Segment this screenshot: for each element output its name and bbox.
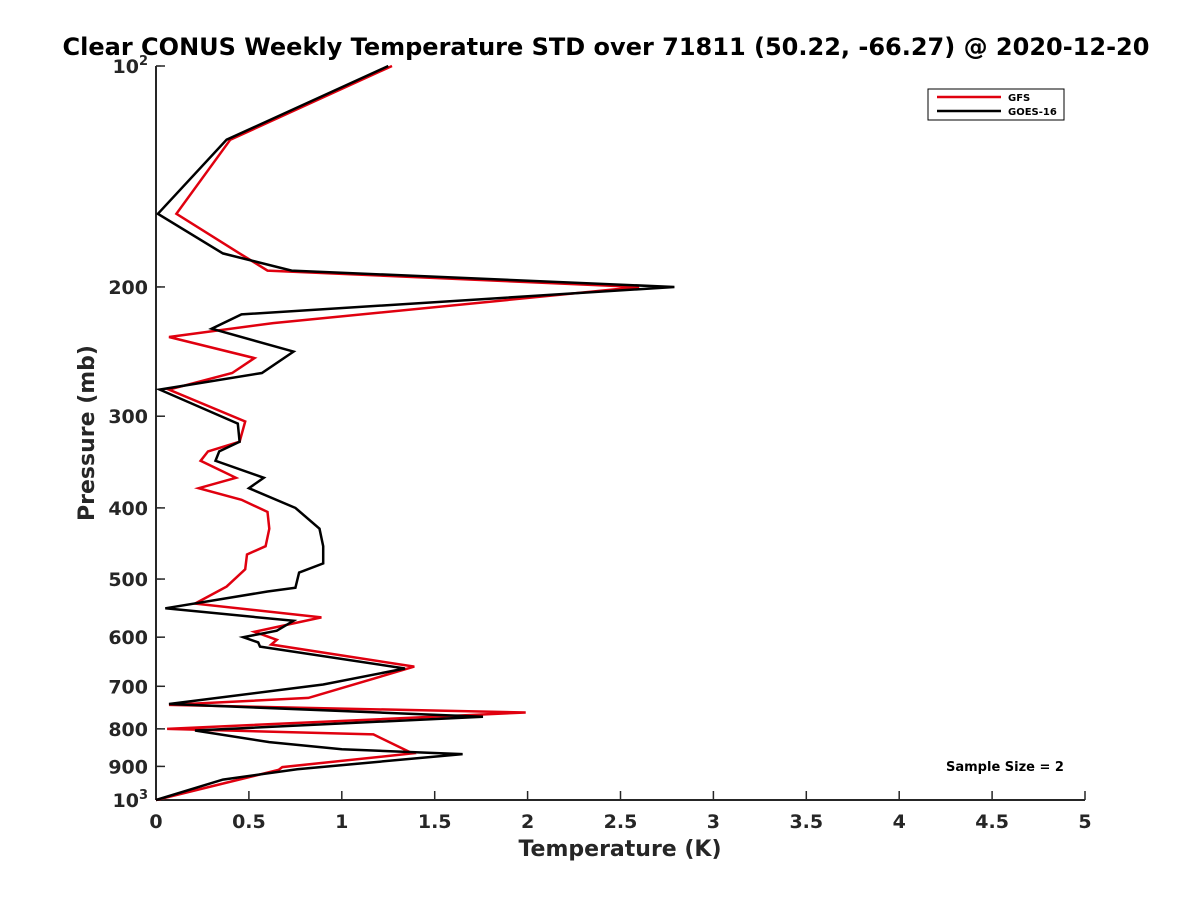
y-tick-label: 700 xyxy=(108,676,148,698)
y-tick-label: 500 xyxy=(108,569,148,591)
y-tick-label: 200 xyxy=(108,277,148,299)
x-tick-label: 0.5 xyxy=(232,811,266,833)
y-tick-label-power: 102 xyxy=(113,54,149,78)
x-tick-label: 2.5 xyxy=(604,811,638,833)
sample-size-annotation: Sample Size = 2 xyxy=(946,760,1064,775)
y-tick-label: 600 xyxy=(108,627,148,649)
x-tick-label: 1.5 xyxy=(418,811,452,833)
series-line-goes16 xyxy=(155,64,675,802)
x-tick-label: 3 xyxy=(707,811,720,833)
y-tick-label: 900 xyxy=(108,756,148,778)
y-tick-label: 300 xyxy=(108,406,148,428)
legend-label-goes16: GOES-16 xyxy=(1008,107,1057,118)
axes: 0 0.5 1 1.5 2 2.5 3 3.5 4 4.5 5 200 300 400 500 600 700 8… xyxy=(108,54,1091,833)
x-tick-label: 3.5 xyxy=(789,811,823,833)
x-tick-label: 5 xyxy=(1078,811,1091,833)
legend: GFS GOES-16 xyxy=(927,88,1065,121)
x-axis-label: Temperature (K) xyxy=(518,837,721,862)
legend-label-gfs: GFS xyxy=(1008,93,1030,104)
series-line-gfs xyxy=(155,64,640,802)
y-tick-label: 800 xyxy=(108,719,148,741)
chart-title: Clear CONUS Weekly Temperature STD over … xyxy=(63,33,1150,61)
x-tick-label: 0 xyxy=(149,811,162,833)
y-axis-label: Pressure (mb) xyxy=(75,345,100,521)
x-tick-label: 2 xyxy=(521,811,534,833)
y-tick-label: 400 xyxy=(108,498,148,520)
x-tick-label: 1 xyxy=(335,811,348,833)
x-tick-label: 4.5 xyxy=(975,811,1009,833)
x-tick-label: 4 xyxy=(893,811,906,833)
y-tick-label-power: 103 xyxy=(113,788,149,812)
series-group xyxy=(155,64,675,802)
legend-box xyxy=(927,88,1065,121)
